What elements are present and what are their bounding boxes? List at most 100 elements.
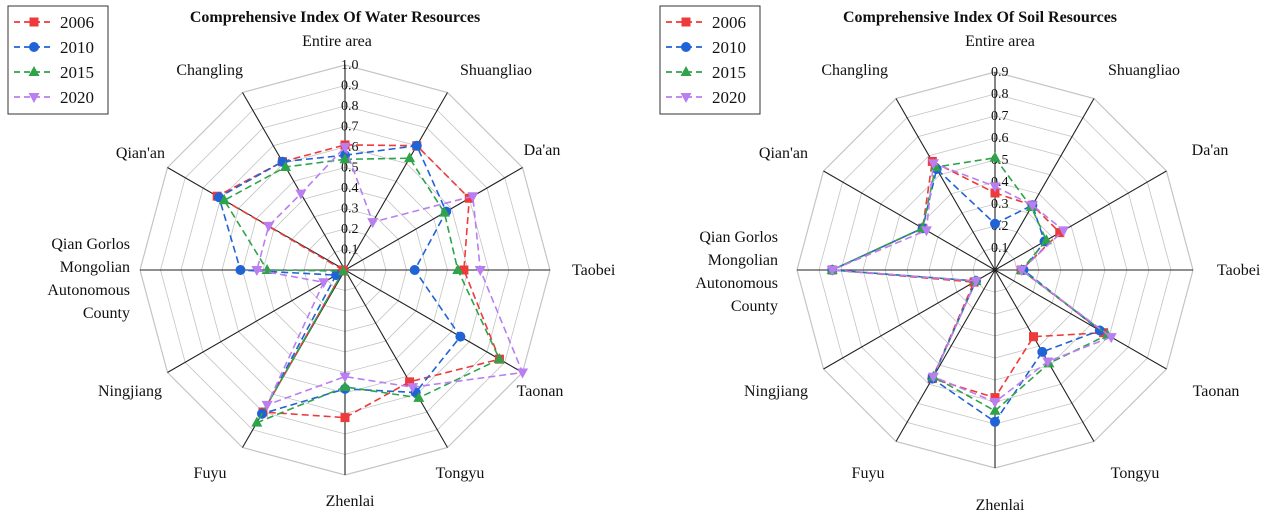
legend-marker xyxy=(29,42,39,52)
tick-label: 0.9 xyxy=(991,65,1009,80)
legend-label: 2010 xyxy=(712,38,746,57)
data-point xyxy=(280,161,292,172)
axis-label: Fuyu xyxy=(194,465,227,482)
legend-label: 2006 xyxy=(60,13,94,32)
data-point xyxy=(367,218,379,229)
axis-label-line: Zhenlai xyxy=(976,497,1025,514)
data-point xyxy=(989,151,1001,162)
data-point xyxy=(405,377,415,387)
legend-marker xyxy=(681,42,691,52)
axis-label: Tongyu xyxy=(1111,465,1160,482)
axis-spoke xyxy=(167,269,346,373)
axis-label: Da'an xyxy=(1192,142,1229,159)
legend-label: 2010 xyxy=(60,38,94,57)
series-2020 xyxy=(251,143,529,411)
data-point xyxy=(1105,333,1117,344)
data-point xyxy=(1058,226,1070,237)
data-point xyxy=(1055,228,1065,238)
axis-label-line: Changling xyxy=(821,62,888,79)
data-point xyxy=(218,194,230,205)
legend-marker xyxy=(680,93,692,103)
data-point xyxy=(920,226,932,237)
axis-label: Ningjiang xyxy=(98,383,162,400)
tick-label: 0.6 xyxy=(991,131,1009,146)
data-point xyxy=(452,264,464,274)
chart-title: Comprehensive Index Of Soil Resources xyxy=(843,9,1117,26)
axis-label-line: Taobei xyxy=(572,262,616,279)
axis-label: Zhenlai xyxy=(326,493,375,510)
axis-label: Entire area xyxy=(302,33,372,50)
data-point xyxy=(990,188,1000,198)
legend-label: 2015 xyxy=(60,63,94,82)
data-point xyxy=(340,413,350,423)
axis-label-line: Tongyu xyxy=(436,465,485,482)
data-point xyxy=(339,372,351,383)
data-point xyxy=(990,393,1000,403)
axis-spoke xyxy=(344,92,448,271)
axis-label: Ningjiang xyxy=(744,383,808,400)
data-point xyxy=(1029,332,1038,342)
tick-label: 0.3 xyxy=(991,197,1009,212)
legend-label: 2015 xyxy=(712,63,746,82)
data-point xyxy=(474,266,486,276)
axis-label-line: Taobei xyxy=(1217,262,1261,279)
data-point xyxy=(339,380,351,391)
tick-label: 0.1 xyxy=(991,241,1009,256)
data-point xyxy=(261,400,273,411)
axis-spoke xyxy=(895,98,996,271)
tick-label: 0.2 xyxy=(341,222,359,237)
axis-label: Fuyu xyxy=(852,465,885,482)
axis-label-line: Shuangliao xyxy=(460,62,532,79)
axis-label: Taobei xyxy=(572,262,616,279)
legend-box xyxy=(7,5,109,115)
tick-label: 0.8 xyxy=(991,87,1009,102)
data-point xyxy=(339,143,351,153)
legend-marker xyxy=(28,66,40,76)
tick-label: 0.8 xyxy=(341,99,359,114)
data-point xyxy=(467,192,479,203)
axis-label-line: Qian Gorlos xyxy=(51,236,130,253)
axis-label: Qian Gorlos Mongolian Autonomous County xyxy=(47,236,130,322)
axis-spoke xyxy=(344,269,523,373)
data-point xyxy=(1015,266,1027,276)
data-point xyxy=(438,206,450,217)
axis-label: Taonan xyxy=(517,383,564,400)
axis-spoke xyxy=(242,92,346,271)
axis-label-line: Qian'an xyxy=(116,145,165,162)
axis-label-line: Ningjiang xyxy=(98,383,162,400)
data-point xyxy=(989,398,1001,408)
axis-label-line: Changling xyxy=(176,62,243,79)
data-point xyxy=(989,182,1001,193)
legend: 2006 2010 2015 2020 xyxy=(659,5,761,115)
axis-label: Tongyu xyxy=(436,465,485,482)
axis-spoke xyxy=(344,269,448,448)
axis-label: Zhenlai xyxy=(976,497,1025,514)
chart-title: Comprehensive Index Of Water Resources xyxy=(190,9,480,26)
axis-label-line: Shuangliao xyxy=(1108,62,1180,79)
tick-label: 0.4 xyxy=(341,181,359,196)
axis-spoke xyxy=(994,269,1167,370)
axis-label: Qian'an xyxy=(116,145,165,162)
data-point xyxy=(407,383,419,394)
data-point xyxy=(331,270,342,281)
axis-label-line: Ningjiang xyxy=(744,383,808,400)
legend-label: 2020 xyxy=(60,88,94,107)
axis-label: Taonan xyxy=(1193,383,1240,400)
axis-label: Changling xyxy=(821,62,888,79)
tick-label: 1.0 xyxy=(341,58,359,73)
axis-label-line: Qian Gorlos xyxy=(699,229,778,246)
data-point xyxy=(1040,234,1052,245)
axis-label: Changling xyxy=(176,62,243,79)
axis-label: Shuangliao xyxy=(460,62,532,79)
data-point xyxy=(1094,325,1105,336)
tick-label: 0.3 xyxy=(341,202,359,217)
legend-marker xyxy=(681,17,691,27)
axis-label-line: Mongolian xyxy=(60,259,130,276)
data-point xyxy=(464,193,474,203)
axis-label-line: Autonomous xyxy=(695,275,778,292)
axis-label-line: Da'an xyxy=(1192,142,1229,159)
data-point xyxy=(970,277,982,287)
axis-spoke xyxy=(823,269,996,370)
